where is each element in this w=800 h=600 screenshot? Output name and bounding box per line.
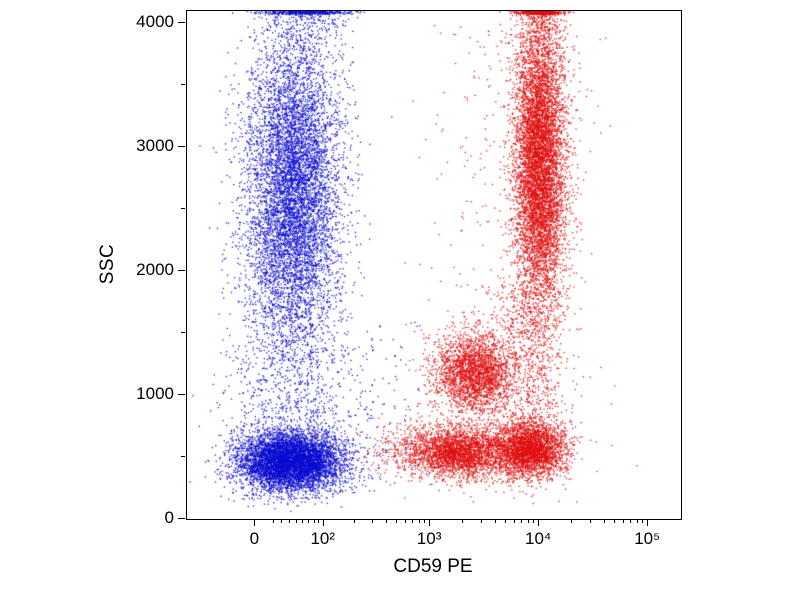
x-minor-tick xyxy=(642,519,644,523)
x-minor-tick xyxy=(412,519,414,523)
x-minor-tick xyxy=(308,519,310,523)
x-tick-label: 10⁴ xyxy=(525,529,552,548)
x-minor-tick xyxy=(630,519,632,523)
x-minor-tick xyxy=(614,519,616,523)
x-tick-label: 10³ xyxy=(416,529,442,548)
y-tick-label: 4000 xyxy=(136,12,174,32)
x-minor-tick xyxy=(353,519,355,523)
x-minor-tick xyxy=(513,519,515,523)
x-tick-label: 0 xyxy=(249,529,260,548)
x-minor-tick xyxy=(636,519,638,523)
x-minor-tick xyxy=(372,519,374,523)
x-minor-tick xyxy=(603,519,605,523)
y-major-tick xyxy=(178,146,185,148)
y-major-tick xyxy=(178,22,185,24)
x-minor-tick xyxy=(404,519,406,523)
x-minor-tick xyxy=(505,519,507,523)
x-major-tick xyxy=(429,519,431,526)
x-minor-tick xyxy=(281,519,283,523)
x-minor-tick xyxy=(521,519,523,523)
x-minor-tick xyxy=(313,519,315,523)
x-major-tick xyxy=(647,519,649,526)
y-major-tick xyxy=(178,518,185,519)
y-tick-label: 2000 xyxy=(136,260,174,280)
x-minor-tick xyxy=(533,519,535,523)
x-minor-tick xyxy=(396,519,398,523)
x-major-tick xyxy=(254,519,256,526)
x-minor-tick xyxy=(272,519,274,523)
x-minor-tick xyxy=(318,519,320,523)
x-minor-tick xyxy=(424,519,426,523)
x-minor-tick xyxy=(461,519,463,523)
scatter-canvas xyxy=(187,11,681,519)
y-major-tick xyxy=(178,270,185,272)
x-minor-tick xyxy=(289,519,291,523)
y-tick-label: 3000 xyxy=(136,136,174,156)
y-minor-tick xyxy=(181,456,185,458)
x-tick-label: 10² xyxy=(310,529,336,548)
plot-frame xyxy=(186,10,682,520)
y-major-tick xyxy=(178,394,185,396)
x-tick-label: 10⁵ xyxy=(634,529,661,548)
x-minor-tick xyxy=(622,519,624,523)
x-minor-tick xyxy=(296,519,298,523)
x-major-tick xyxy=(538,519,540,526)
x-minor-tick xyxy=(385,519,387,523)
x-minor-tick xyxy=(570,519,572,523)
x-minor-tick xyxy=(527,519,529,523)
x-minor-tick xyxy=(590,519,592,523)
y-tick-label: 1000 xyxy=(136,384,174,404)
y-tick-label: 0 xyxy=(164,508,174,527)
x-axis-label: CD59 PE xyxy=(393,556,473,577)
y-minor-tick xyxy=(181,208,185,210)
x-minor-tick xyxy=(418,519,420,523)
x-minor-tick xyxy=(302,519,304,523)
x-major-tick xyxy=(322,519,324,526)
x-minor-tick xyxy=(494,519,496,523)
y-minor-tick xyxy=(181,332,185,334)
x-minor-tick xyxy=(481,519,483,523)
y-minor-tick xyxy=(181,84,185,86)
